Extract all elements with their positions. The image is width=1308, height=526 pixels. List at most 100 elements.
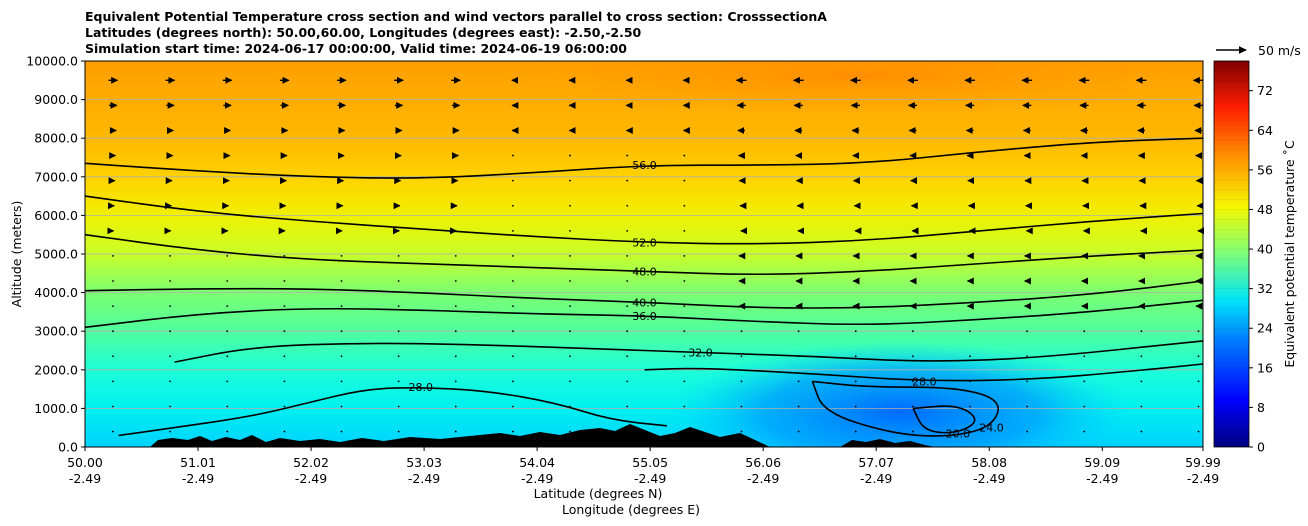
colorbar (1213, 60, 1250, 448)
wind-vector-dot (854, 380, 857, 383)
wind-vector-dot (797, 380, 800, 383)
x-axis-label-longitude: Longitude (degrees E) (562, 502, 700, 517)
y-tick-label: 1000.0 (34, 401, 78, 416)
wind-vector-dot (626, 330, 629, 333)
x-tick-label-lon: -2.49 (860, 471, 892, 486)
warm-top-shading (500, 61, 1203, 115)
wind-vector-dot (1140, 380, 1143, 383)
x-axis-label-latitude: Latitude (degrees N) (534, 486, 663, 501)
y-tick-label: 4000.0 (34, 285, 78, 300)
wind-vector-dot (454, 305, 457, 308)
y-tick-label: 7000.0 (34, 169, 78, 184)
wind-vector-dot (112, 330, 114, 333)
y-axis: 0.0 1000.0 2000.0 3000.0 4000.0 5000.0 6000.0 7… (26, 54, 85, 455)
wind-vector-dot (340, 380, 343, 383)
contour-line (84, 299, 1204, 329)
wind-vector-dot (683, 380, 686, 383)
wind-vector-dot (1140, 405, 1143, 408)
wind-vector-dot (683, 179, 686, 182)
wind-vector-dot (683, 154, 686, 157)
wind-vector-dot (1026, 380, 1029, 383)
wind-vector-dot (626, 154, 629, 157)
wind-vector-dot (1083, 405, 1086, 408)
wind-vector-dot (283, 355, 286, 358)
y-tick-label: 0.0 (58, 440, 78, 455)
wind-vector-dot (397, 380, 400, 383)
wind-vector-dot (512, 305, 514, 308)
x-tick-label-lon: -2.49 (747, 471, 779, 486)
wind-vector-dot (512, 229, 514, 232)
wind-vector-dot (569, 330, 571, 333)
wind-vector-dot (569, 154, 571, 157)
wind-vector-dot (512, 255, 514, 257)
wind-vector-dot (797, 430, 800, 433)
wind-vector-dot (340, 405, 343, 408)
wind-vector-dot (454, 255, 457, 257)
contour-line (811, 380, 999, 437)
colorbar-tick-label: 64 (1257, 123, 1273, 138)
wind-vector-dot (512, 380, 514, 383)
wind-vector-dot (226, 255, 229, 257)
contour-label: 20.0 (946, 427, 971, 440)
y-tick-label: 9000.0 (34, 92, 78, 107)
x-tick-label-lat: 53.03 (406, 455, 442, 470)
wind-vector-dot (169, 380, 172, 383)
wind-vector-dot (283, 305, 286, 308)
y-tick-label: 2000.0 (34, 362, 78, 377)
wind-vector-dot (969, 330, 971, 333)
wind-vector-dot (1026, 405, 1029, 408)
wind-vector-dot (397, 330, 400, 333)
wind-vector-dot (569, 380, 571, 383)
wind-vector-dot (1140, 430, 1143, 433)
colorbar-tick-label: 16 (1257, 360, 1273, 375)
wind-vectors (107, 76, 1205, 433)
wind-vector-dot (626, 255, 629, 257)
wind-vector-dot (226, 405, 229, 408)
contours: 56.0 52.0 48.0 40.036.0 32.0 28.0 28.0 24.0 20.0 (84, 137, 1204, 440)
wind-vector-dot (854, 355, 857, 358)
wind-vector-dot (569, 229, 571, 232)
wind-vector-dot (1197, 430, 1200, 433)
x-tick-label-lat: 59.09 (1084, 455, 1120, 470)
wind-key-label: 50 m/s (1258, 43, 1301, 58)
colorbar-label: Equivalent potential temperature ˚C (1282, 140, 1297, 368)
wind-vector-dot (283, 430, 286, 433)
wind-vector-dot (911, 355, 914, 358)
colorbar-tick-label: 72 (1257, 83, 1273, 98)
gridlines (85, 99, 1203, 409)
colorbar-ticks: 0 8 16 24 32 40 48 56 64 72 (1214, 70, 1273, 455)
wind-vector-dot (626, 204, 629, 207)
wind-vector-dot (340, 430, 343, 433)
wind-vector-dot (112, 405, 114, 408)
chart-title-line-1: Equivalent Potential Temperature cross s… (85, 9, 827, 24)
terrain (150, 424, 935, 447)
wind-vector-dot (626, 280, 629, 282)
wind-vector-dot (797, 355, 800, 358)
wind-vector-dot (1083, 380, 1086, 383)
x-tick-label-lat: 59.99 (1185, 455, 1221, 470)
wind-vector-dot (512, 179, 514, 182)
wind-vector-dot (626, 179, 629, 182)
contour-line (912, 405, 976, 434)
wind-vector-dot (112, 280, 114, 282)
wind-vector-dot (226, 355, 229, 358)
wind-vector-dot (283, 330, 286, 333)
wind-vector-dot (569, 355, 571, 358)
wind-vector-dot (569, 280, 571, 282)
wind-vector-dot (1197, 405, 1200, 408)
wind-vector-dot (226, 430, 229, 433)
contour-line (84, 233, 1204, 276)
wind-vector-dot (854, 330, 857, 333)
wind-vector-dot (512, 355, 514, 358)
wind-vector-dot (1026, 430, 1029, 433)
cold-pool-shading (670, 342, 1130, 447)
contour-label: 28.0 (912, 375, 937, 388)
x-tick-label-lat: 50.00 (67, 455, 103, 470)
contour-label: 32.0 (688, 346, 713, 359)
wind-vector-dot (169, 280, 172, 282)
wind-vector-dot (683, 405, 686, 408)
wind-vector-dot (397, 255, 400, 257)
contour-line (118, 387, 667, 437)
